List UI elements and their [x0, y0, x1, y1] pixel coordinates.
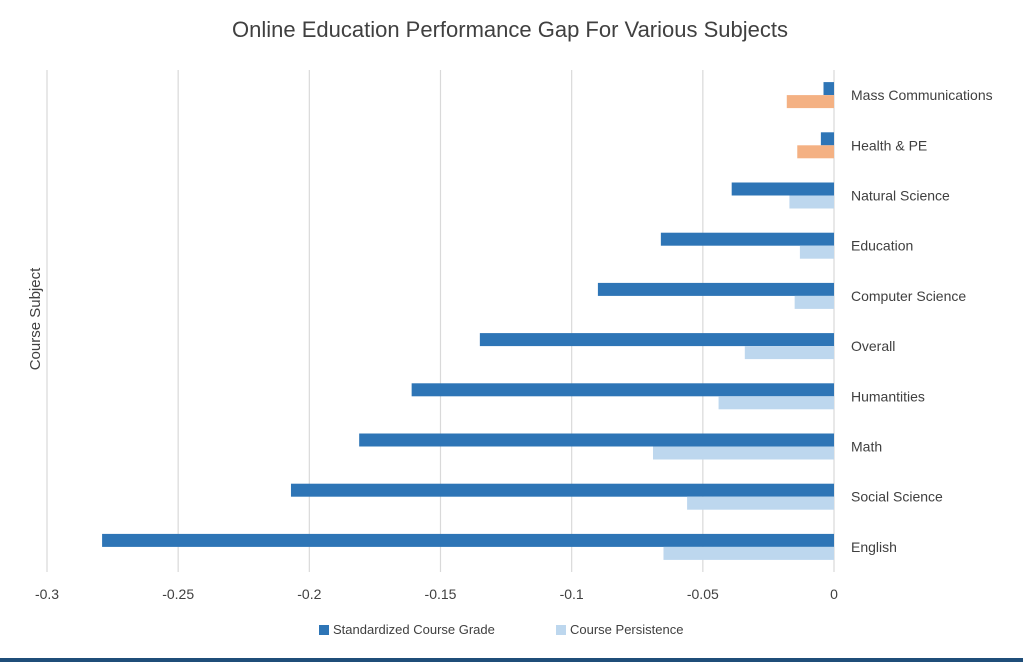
bar-standardized-course-grade: [359, 433, 834, 447]
x-tick-labels: -0.3 -0.25 -0.2 -0.15 -0.1 -0.05 0: [35, 586, 838, 602]
bar-standardized-course-grade: [820, 132, 834, 146]
x-tick-label: -0.25: [162, 586, 194, 602]
bar-course-persistence: [718, 396, 834, 410]
category-label: Natural Science: [851, 188, 950, 204]
bar-standardized-course-grade: [290, 483, 835, 497]
bar-standardized-course-grade: [479, 333, 834, 347]
category-label: Overall: [851, 338, 895, 354]
legend-label: Course Persistence: [570, 622, 683, 637]
bar-course-persistence: [786, 95, 834, 109]
category-label: Humantities: [851, 388, 925, 404]
chart-title: Online Education Performance Gap For Var…: [232, 17, 788, 42]
bar-course-persistence: [744, 346, 834, 360]
bar-standardized-course-grade: [823, 82, 834, 96]
category-label: Health & PE: [851, 137, 927, 153]
bottom-border: [0, 658, 1023, 662]
legend: Standardized Course Grade Course Persiste…: [319, 622, 683, 637]
bar-course-persistence: [687, 496, 834, 510]
bar-course-persistence: [799, 245, 834, 259]
bar-standardized-course-grade: [731, 182, 834, 196]
category-labels: Mass Communications Health & PE Natural Sc…: [851, 87, 993, 555]
bar-standardized-course-grade: [597, 282, 834, 296]
bars: [102, 82, 835, 560]
category-label: Mass Communications: [851, 87, 993, 103]
bar-standardized-course-grade: [102, 533, 835, 547]
x-tick-label: -0.3: [35, 586, 59, 602]
legend-label: Standardized Course Grade: [333, 622, 495, 637]
bar-standardized-course-grade: [411, 383, 834, 397]
y-axis-title: Course Subject: [27, 267, 44, 370]
legend-swatch: [556, 625, 566, 635]
legend-swatch: [319, 625, 329, 635]
x-tick-label: 0: [830, 586, 838, 602]
category-label: English: [851, 539, 897, 555]
bar-standardized-course-grade: [660, 232, 834, 246]
bar-course-persistence: [652, 446, 834, 460]
bar-course-persistence: [794, 295, 834, 309]
bar-course-persistence: [797, 145, 834, 159]
category-label: Social Science: [851, 489, 943, 505]
category-label: Computer Science: [851, 288, 966, 304]
x-tick-label: -0.1: [560, 586, 584, 602]
x-tick-label: -0.2: [297, 586, 321, 602]
category-label: Math: [851, 439, 882, 455]
bar-course-persistence: [663, 546, 834, 560]
x-tick-label: -0.15: [425, 586, 457, 602]
bar-course-persistence: [789, 195, 834, 209]
x-tick-label: -0.05: [687, 586, 719, 602]
category-label: Education: [851, 238, 913, 254]
